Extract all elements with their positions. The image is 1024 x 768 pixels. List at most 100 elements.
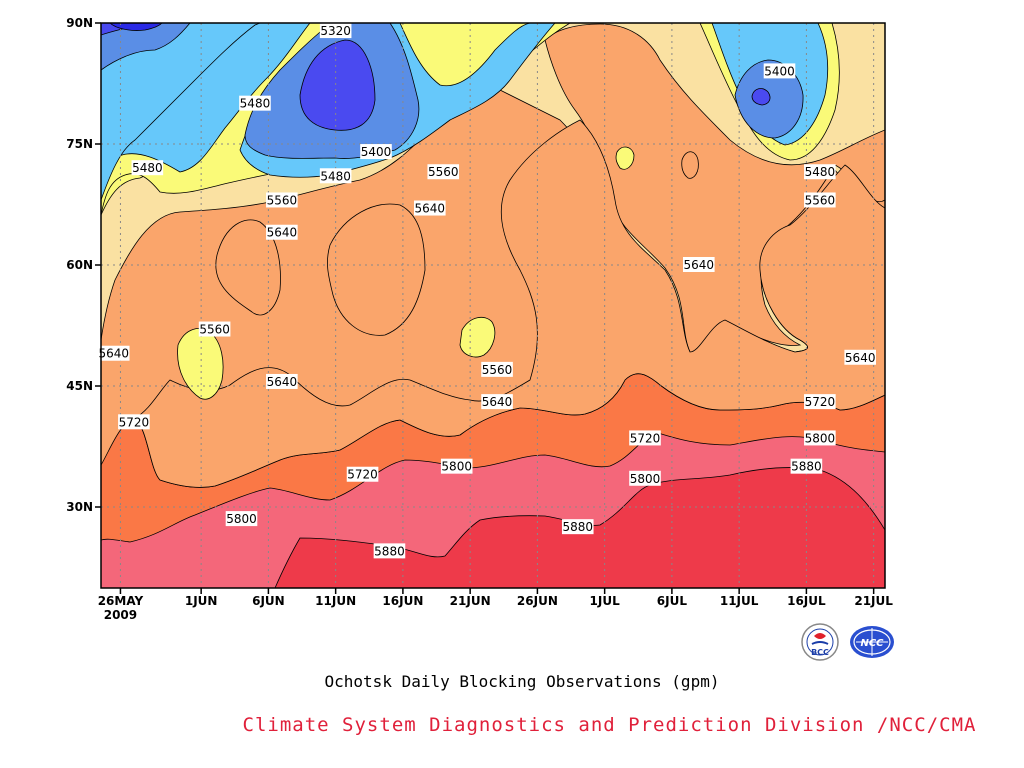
logos: BCC NCC xyxy=(801,623,894,661)
contour-label: 5720 xyxy=(347,468,378,482)
contour-label: 5800 xyxy=(226,512,257,526)
contour-label-bg xyxy=(131,160,164,176)
y-tick-label: 90N xyxy=(66,16,93,30)
x-tick-label: 26JUN xyxy=(517,594,558,608)
band-5320-c xyxy=(751,88,771,106)
contour-label-bg xyxy=(790,458,823,474)
band-5560-dot-a xyxy=(615,146,635,170)
ncc-logo-text: NCC xyxy=(860,638,884,649)
contour-label: 5640 xyxy=(415,202,446,216)
contour-label-bg xyxy=(319,23,352,39)
contour-label-bg xyxy=(266,192,298,208)
contour-label: 5880 xyxy=(374,544,405,558)
x-tick-label: 26MAY xyxy=(98,594,144,608)
credit-line: Climate System Diagnostics and Predictio… xyxy=(242,714,977,736)
contour-label-bg xyxy=(198,321,231,337)
contour-label-bg xyxy=(804,164,836,180)
contour-label-bg xyxy=(804,192,836,208)
grid-lines xyxy=(101,23,885,588)
x-tick-label: 21JUN xyxy=(450,594,491,608)
contour-label-bg xyxy=(319,168,352,184)
contour-fills xyxy=(101,23,885,588)
band-5400-a xyxy=(101,23,191,71)
y-tick-label: 45N xyxy=(66,379,93,393)
band-5320-b xyxy=(299,39,376,131)
contour-label: 5640 xyxy=(267,375,298,389)
contour-label: 5480 xyxy=(240,97,271,111)
contour-label-bg xyxy=(629,470,661,486)
contour-label-bg xyxy=(763,63,796,79)
contour-label-bg xyxy=(804,430,836,446)
x-tick-label: 16JUL xyxy=(787,594,826,608)
plot-frame xyxy=(100,22,886,589)
contour-label: 5880 xyxy=(791,460,822,474)
contour-label-bg xyxy=(440,458,473,474)
contour-label-bg xyxy=(266,224,298,240)
x-tick-label: 21JUL xyxy=(854,594,893,608)
y-tick-label: 60N xyxy=(66,258,93,272)
y-tick-label: 75N xyxy=(66,137,93,151)
x-tick-label: 6JUN xyxy=(252,594,285,608)
contour-label-bg xyxy=(225,511,258,527)
band-lt5320 xyxy=(109,23,163,31)
contour-label: 5560 xyxy=(805,193,836,207)
contour-label: 5720 xyxy=(630,431,661,445)
contour-label-bg xyxy=(561,519,594,535)
contour-label: 5400 xyxy=(764,64,795,78)
band-5720-pocket-b xyxy=(327,203,426,336)
x-tick-label: 11JUN xyxy=(315,594,356,608)
contour-label-bg xyxy=(373,543,406,559)
ncc-logo: NCC xyxy=(850,626,894,658)
band-5720-main xyxy=(134,119,885,488)
contour-label-bg xyxy=(346,466,379,482)
contour-label: 5880 xyxy=(562,520,593,534)
contour-label-bg xyxy=(360,144,392,160)
band-5720-dot-b xyxy=(681,151,699,179)
contour-label: 5800 xyxy=(805,431,836,445)
x-tick-label: 1JUL xyxy=(590,594,621,608)
x-tick-label: 1JUN xyxy=(185,594,218,608)
contour-label: 5560 xyxy=(199,323,230,337)
contour-label: 5640 xyxy=(845,351,876,365)
contour-label-bg xyxy=(844,349,876,365)
contour-label: 5320 xyxy=(320,24,351,38)
contour-label-bg xyxy=(414,200,446,216)
contour-label: 5800 xyxy=(441,460,472,474)
contour-label-bg xyxy=(427,164,460,180)
y-axis: 30N 45N 60N 75N 90N xyxy=(66,16,101,514)
contour-label: 5800 xyxy=(630,472,661,486)
contour-label: 5640 xyxy=(684,258,715,272)
x-tick-year: 2009 xyxy=(104,608,137,622)
contour-label-bg xyxy=(266,373,298,389)
contour-label-bg xyxy=(481,394,513,410)
chart-title: Ochotsk Daily Blocking Observations (gpm… xyxy=(324,672,720,691)
contour-label-bg xyxy=(118,414,150,430)
x-tick-label: 6JUL xyxy=(657,594,688,608)
contour-label: 5640 xyxy=(267,226,298,240)
contour-label: 5480 xyxy=(805,165,836,179)
contour-label: 5640 xyxy=(482,395,513,409)
band-5720-pocket-a xyxy=(215,219,281,316)
contour-label: 5400 xyxy=(361,145,392,159)
contour-label-bg xyxy=(804,394,836,410)
contour-label-bg xyxy=(629,430,661,446)
contour-label-bg xyxy=(481,361,513,377)
contour-label-bg xyxy=(683,257,715,272)
contour-label: 5720 xyxy=(119,415,150,429)
band-5480-b xyxy=(101,23,261,201)
contour-label: 5480 xyxy=(320,169,351,183)
contour-label-bg xyxy=(239,95,271,111)
y-tick-label: 30N xyxy=(66,500,93,514)
x-tick-label: 11JUL xyxy=(720,594,759,608)
contour-label: 5560 xyxy=(428,165,459,179)
band-5560-pocket-b xyxy=(459,316,496,358)
contour-label-bg xyxy=(97,345,130,361)
contour-label: 5560 xyxy=(267,193,298,207)
contour-label: 5480 xyxy=(132,161,163,175)
contour-label: 5560 xyxy=(482,363,513,377)
x-tick-label: 16JUN xyxy=(382,594,423,608)
contour-label: 5640 xyxy=(98,347,129,361)
contour-label: 5720 xyxy=(805,395,836,409)
